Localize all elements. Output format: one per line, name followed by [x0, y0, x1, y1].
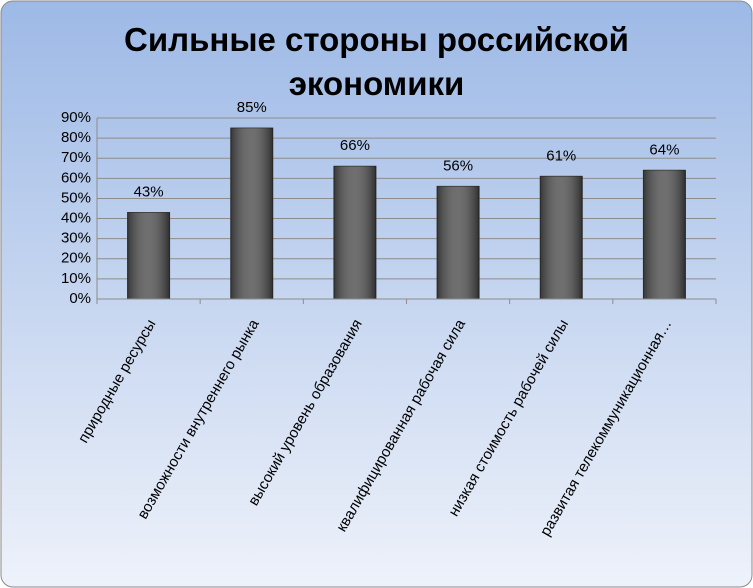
y-tick-label: 30%	[61, 230, 91, 247]
value-label: 43%	[134, 183, 164, 200]
value-label: 85%	[237, 99, 267, 116]
y-tick-label: 20%	[61, 250, 91, 267]
y-tick-label: 80%	[61, 129, 91, 146]
bar-shading	[333, 166, 376, 299]
y-tick-label: 10%	[61, 270, 91, 287]
bar-shading	[230, 128, 273, 299]
value-label: 61%	[546, 147, 576, 164]
y-tick-label: 0%	[69, 290, 91, 307]
y-tick-label: 60%	[61, 169, 91, 186]
y-tick-label: 90%	[61, 109, 91, 126]
bar-shading	[437, 186, 480, 299]
chart-title: Сильные стороны российской экономики	[124, 21, 629, 102]
bar-shading	[643, 170, 686, 299]
y-tick-label: 50%	[61, 189, 91, 206]
y-tick-label: 40%	[61, 210, 91, 227]
value-label: 56%	[443, 157, 473, 174]
bar-shading	[127, 212, 170, 299]
y-tick-label: 70%	[61, 149, 91, 166]
value-label: 64%	[649, 141, 679, 158]
bar-shading	[540, 176, 583, 299]
value-label: 66%	[340, 137, 370, 154]
